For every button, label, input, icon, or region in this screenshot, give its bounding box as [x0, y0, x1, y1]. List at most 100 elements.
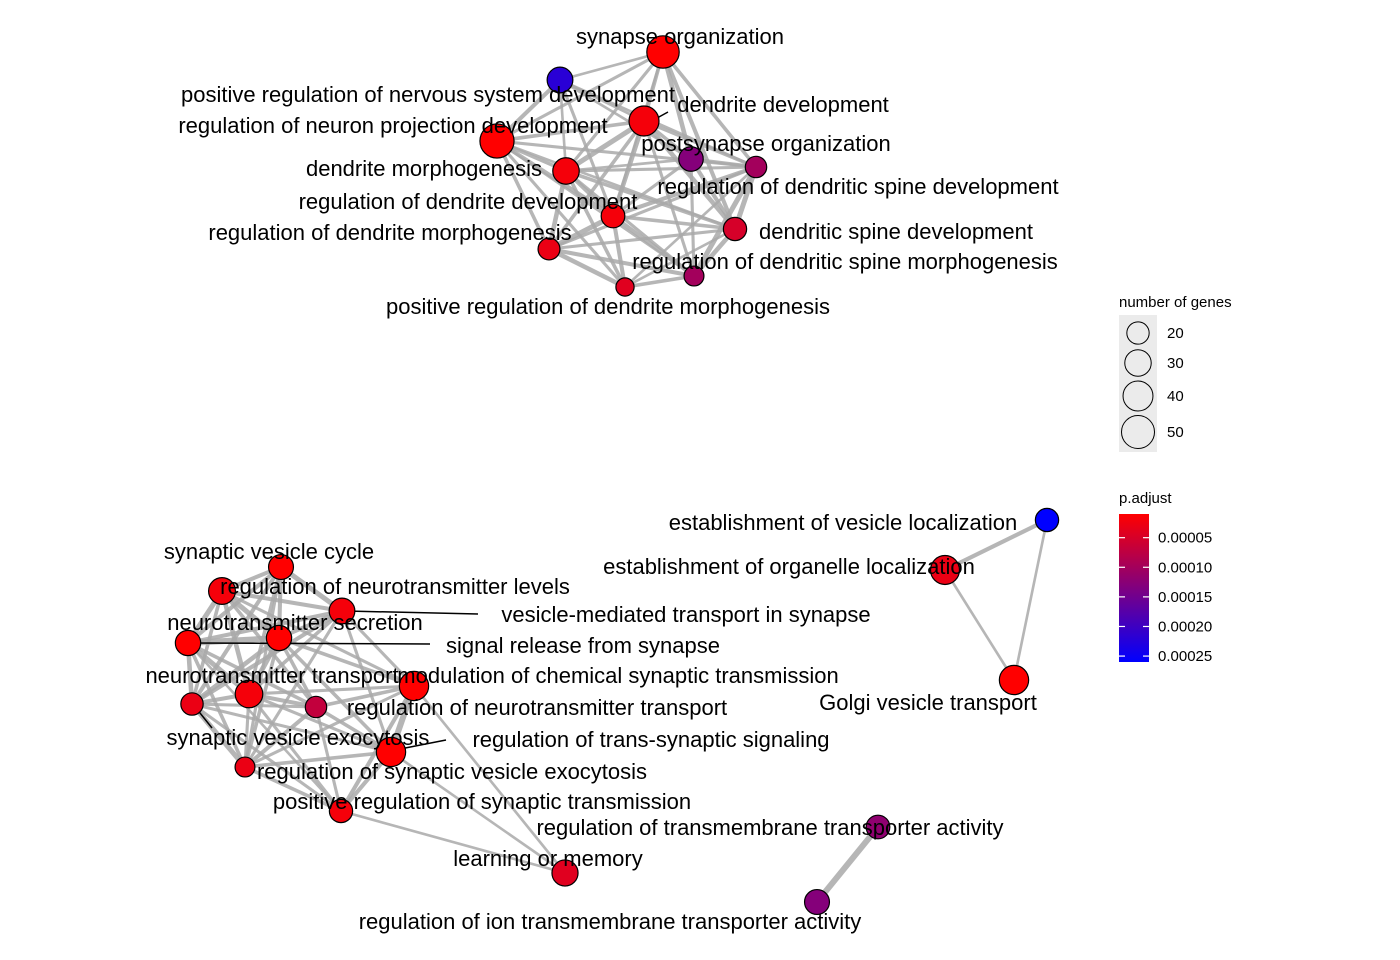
node-label-regulation-of-dendrite-morphogenesis: regulation of dendrite morphogenesis	[208, 220, 571, 245]
color-legend: p.adjust 0.000050.000100.000150.000200.0…	[1119, 490, 1212, 665]
node-regulation-of-neurotransmitter-levels[interactable]	[207, 576, 237, 606]
node-positive-regulation-of-dendrite-morphogenesis[interactable]	[615, 277, 635, 297]
edge-positive-regulation-of-synaptic-transmission--learning-or-memory	[339, 809, 567, 875]
colorbar-tick-label-2: 0.00015	[1158, 589, 1212, 606]
edge-dendrite-development--regulation-of-dendrite-morphogenesis	[547, 119, 646, 251]
edge-dendrite-morphogenesis--dendritic-spine-development	[564, 169, 737, 231]
leader-line-vesicle-mediated-transport-in-synapse	[345, 610, 479, 615]
node-label-dendritic-spine-development: dendritic spine development	[759, 219, 1033, 244]
size-legend-circle-40	[1122, 380, 1154, 412]
node-synapse-organization[interactable]	[646, 35, 680, 69]
node-positive-regulation-of-nervous-system-development[interactable]	[546, 66, 574, 94]
node-neurotransmitter-transport[interactable]	[234, 679, 264, 709]
color-legend-title: p.adjust	[1119, 490, 1172, 507]
node-label-synaptic-vesicle-cycle: synaptic vesicle cycle	[164, 539, 374, 564]
node-regulation-of-neuron-projection-development[interactable]	[479, 123, 515, 159]
edge-synaptic-vesicle-exocytosis--positive-regulation-of-synaptic-transmission	[190, 702, 343, 813]
edge-modulation-of-chemical-synaptic-transmission--regulation-of-synaptic-vesicle-exocytosis	[243, 684, 416, 769]
edge-establishment-of-vesicle-localization--establishment-of-organelle-localization	[942, 517, 1050, 573]
node-regulation-of-transmembrane-transporter-activity[interactable]	[865, 814, 891, 840]
edge-regulation-of-dendritic-spine-development--regulation-of-dendritic-spine-morphogenesis	[691, 164, 759, 279]
colorbar-ticks: 0.00005 0.00010 0.00015 0.00020 0.00025	[1119, 530, 1212, 665]
node-learning-or-memory[interactable]	[551, 859, 579, 887]
node-neurotransmitter-secretion[interactable]	[174, 629, 202, 657]
node-label-establishment-of-vesicle-localization: establishment of vesicle localization	[669, 510, 1018, 535]
edge-postsynapse-organization--dendrite-morphogenesis	[564, 157, 693, 173]
node-synaptic-vesicle-cycle[interactable]	[267, 553, 295, 581]
node-label-postsynapse-organization: postsynapse organization	[641, 131, 891, 156]
size-legend-circle-20	[1126, 321, 1150, 345]
node-label-positive-regulation-of-nervous-system-development: positive regulation of nervous system de…	[181, 82, 675, 107]
node-label-learning-or-memory: learning or memory	[453, 846, 643, 871]
edge-signal-release-from-synapse--regulation-of-trans-synaptic-signaling	[277, 636, 393, 754]
edge-regulation-of-synaptic-vesicle-exocytosis--positive-regulation-of-synaptic-transmission	[243, 765, 343, 813]
edge-regulation-of-neurotransmitter-levels--modulation-of-chemical-synaptic-transmission	[220, 589, 416, 688]
edge-regulation-of-dendrite-development--regulation-of-dendritic-spine-morphogenesis	[610, 213, 697, 279]
edge-vesicle-mediated-transport-in-synapse--modulation-of-chemical-synaptic-transmission	[340, 609, 416, 688]
node-label-synaptic-vesicle-exocytosis: synaptic vesicle exocytosis	[167, 725, 430, 750]
node-dendrite-morphogenesis[interactable]	[552, 157, 580, 185]
colorbar-tick-label-1: 0.00010	[1158, 559, 1212, 576]
edge-modulation-of-chemical-synaptic-transmission--regulation-of-neurotransmitter-transport	[314, 684, 416, 709]
edge-dendritic-spine-development--positive-regulation-of-dendrite-morphogenesis	[623, 227, 737, 289]
edge-synaptic-vesicle-exocytosis--regulation-of-trans-synaptic-signaling	[190, 702, 393, 754]
node-label-regulation-of-neuron-projection-development: regulation of neuron projection developm…	[178, 113, 607, 138]
node-regulation-of-ion-transmembrane-transporter-activity[interactable]	[803, 888, 831, 916]
colorbar-tick-label-3: 0.00020	[1158, 618, 1212, 635]
node-postsynapse-organization[interactable]	[678, 146, 704, 172]
edge-regulation-of-trans-synaptic-signaling--learning-or-memory	[389, 750, 567, 875]
node-regulation-of-dendritic-spine-morphogenesis[interactable]	[683, 265, 705, 287]
edge-neurotransmitter-secretion--regulation-of-neurotransmitter-transport	[186, 641, 318, 709]
edge-signal-release-from-synapse--synaptic-vesicle-exocytosis	[189, 635, 282, 707]
size-legend-label-40: 40	[1167, 388, 1184, 405]
node-label-dendrite-morphogenesis: dendrite morphogenesis	[306, 156, 542, 181]
node-modulation-of-chemical-synaptic-transmission[interactable]	[398, 670, 430, 702]
node-regulation-of-neurotransmitter-transport[interactable]	[304, 695, 328, 719]
node-label-signal-release-from-synapse: signal release from synapse	[446, 633, 720, 658]
edge-synapse-organization--regulation-of-neuron-projection-development	[495, 50, 665, 143]
edge-neurotransmitter-secretion--positive-regulation-of-synaptic-transmission	[186, 641, 343, 813]
node-regulation-of-trans-synaptic-signaling[interactable]	[375, 736, 407, 768]
colorbar-tick-label-0: 0.00005	[1158, 530, 1212, 547]
node-label-establishment-of-organelle-localization: establishment of organelle localization	[603, 554, 975, 579]
node-dendrite-development[interactable]	[628, 105, 660, 137]
node-synaptic-vesicle-exocytosis[interactable]	[180, 692, 204, 716]
node-label-neurotransmitter-secretion: neurotransmitter secretion	[167, 610, 423, 635]
node-vesicle-mediated-transport-in-synapse[interactable]	[328, 597, 356, 625]
edge-regulation-of-dendrite-morphogenesis--dendritic-spine-development	[547, 227, 737, 251]
edge-neurotransmitter-secretion--signal-release-from-synapse	[185, 635, 282, 646]
node-establishment-of-organelle-localization[interactable]	[929, 554, 961, 586]
edge-neurotransmitter-transport--positive-regulation-of-synaptic-transmission	[247, 692, 343, 813]
node-label-regulation-of-dendrite-development: regulation of dendrite development	[299, 189, 638, 214]
edge-dendrite-morphogenesis--regulation-of-dendritic-spine-development	[564, 165, 758, 173]
node-regulation-of-synaptic-vesicle-exocytosis[interactable]	[234, 756, 256, 778]
edge-synapse-organization--positive-regulation-of-nervous-system-development	[558, 50, 665, 82]
node-establishment-of-vesicle-localization[interactable]	[1034, 507, 1060, 533]
node-label-regulation-of-neurotransmitter-levels: regulation of neurotransmitter levels	[220, 574, 570, 599]
edge-regulation-of-neuron-projection-development--regulation-of-dendrite-morphogenesis	[495, 139, 551, 251]
edge-dendrite-development--dendritic-spine-development	[641, 118, 738, 232]
node-golgi-vesicle-transport[interactable]	[998, 664, 1030, 696]
node-dendritic-spine-development[interactable]	[722, 216, 748, 242]
edge-regulation-of-dendrite-morphogenesis--regulation-of-dendritic-spine-morphogenesis	[546, 246, 697, 279]
node-regulation-of-dendrite-development[interactable]	[600, 203, 626, 229]
node-label-regulation-of-dendritic-spine-development: regulation of dendritic spine developmen…	[657, 174, 1058, 199]
node-label-regulation-of-transmembrane-transporter-activity: regulation of transmembrane transporter …	[536, 815, 1003, 840]
edge-regulation-of-dendrite-morphogenesis--positive-regulation-of-dendrite-morphogenesis	[546, 246, 628, 290]
node-signal-release-from-synapse[interactable]	[265, 624, 293, 652]
node-positive-regulation-of-synaptic-transmission[interactable]	[328, 798, 354, 824]
edge-establishment-of-organelle-localization--golgi-vesicle-transport	[943, 568, 1016, 682]
colorbar	[1119, 514, 1149, 662]
edge-positive-regulation-of-nervous-system-development--postsynapse-organization	[558, 78, 693, 161]
node-regulation-of-dendrite-morphogenesis[interactable]	[537, 237, 561, 261]
edge-vesicle-mediated-transport-in-synapse--regulation-of-synaptic-vesicle-exocytosis	[243, 609, 344, 769]
edge-vesicle-mediated-transport-in-synapse--neurotransmitter-secretion	[185, 608, 345, 646]
edge-establishment-of-vesicle-localization--golgi-vesicle-transport	[1012, 518, 1049, 682]
edge-regulation-of-dendritic-spine-morphogenesis--positive-regulation-of-dendrite-morphogenesis	[623, 274, 696, 289]
node-label-regulation-of-trans-synaptic-signaling: regulation of trans-synaptic signaling	[472, 727, 829, 752]
edge-regulation-of-neuron-projection-development--positive-regulation-of-dendrite-morphogenesis	[495, 139, 627, 289]
size-legend-keys: 20 30 40 50	[1121, 321, 1184, 449]
edge-modulation-of-chemical-synaptic-transmission--learning-or-memory	[412, 684, 567, 875]
edge-regulation-of-dendrite-development--dendritic-spine-development	[611, 214, 737, 231]
node-regulation-of-dendritic-spine-development[interactable]	[744, 155, 768, 179]
